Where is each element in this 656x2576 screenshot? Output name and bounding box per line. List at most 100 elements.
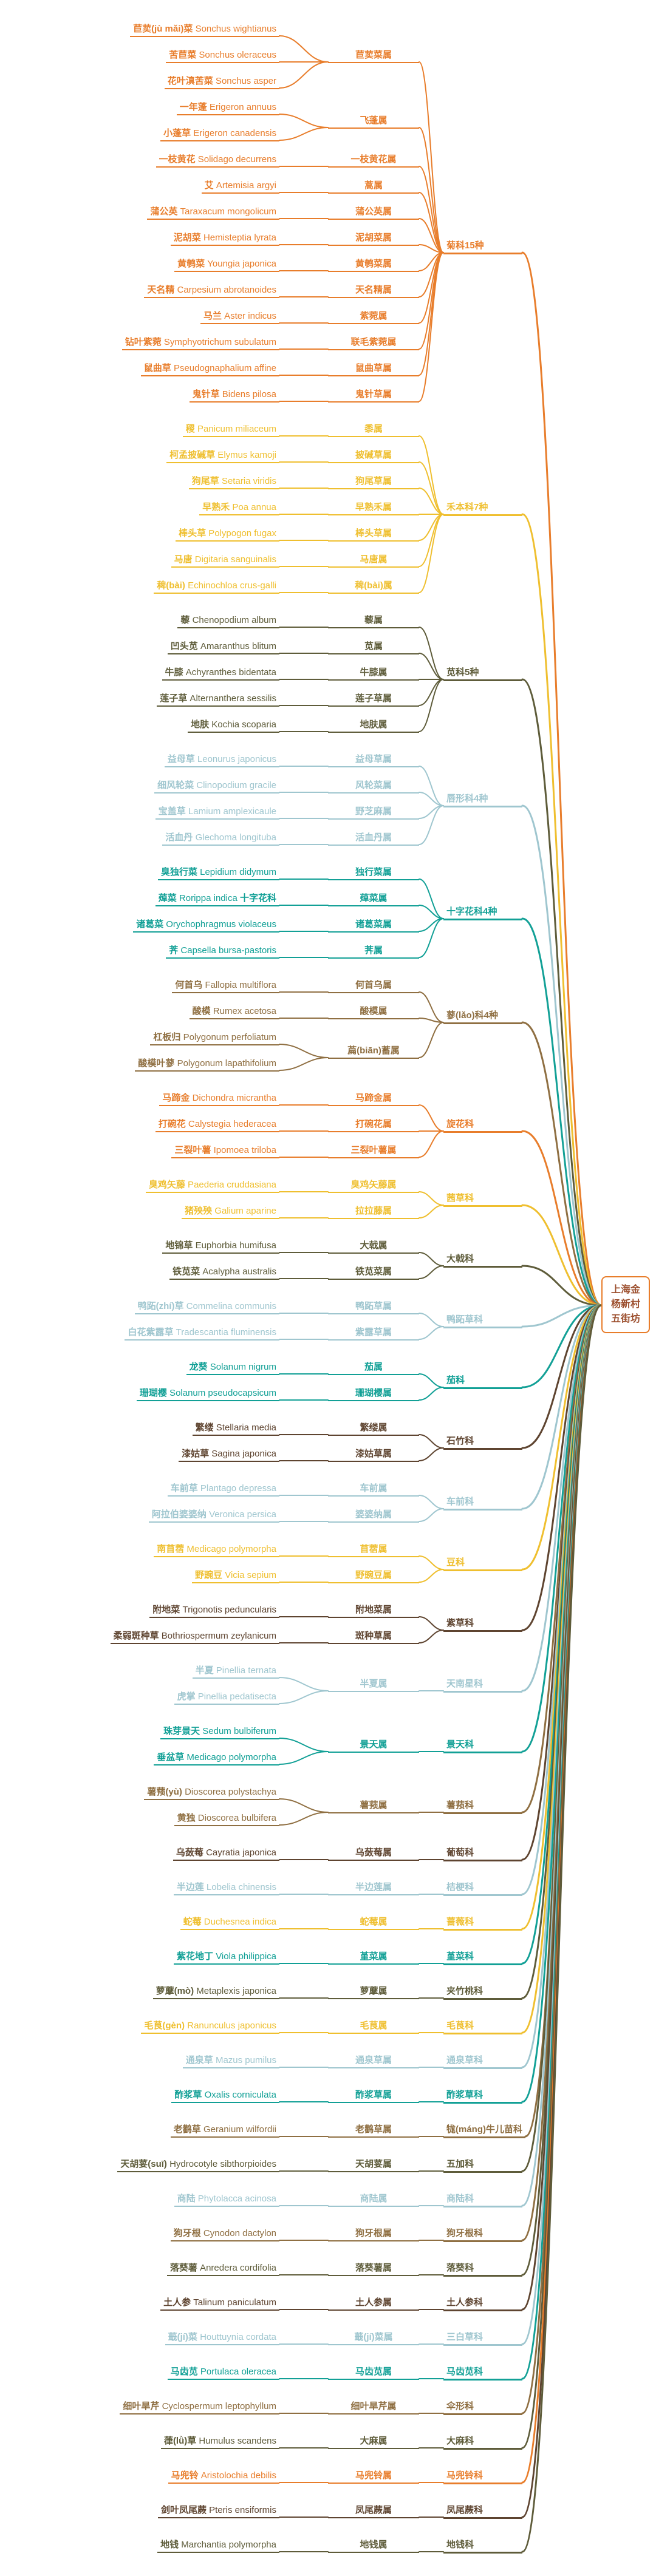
species-node[interactable]: 南苜蓿 Medicago polymorpha xyxy=(154,1543,279,1557)
species-node[interactable]: 莲子草 Alternanthera sessilis xyxy=(157,693,279,707)
species-node[interactable]: 打碗花 Calystegia hederacea xyxy=(155,1118,279,1132)
genus-node[interactable]: 半夏属 xyxy=(328,1678,419,1692)
species-node[interactable]: 凹头苋 Amaranthus blitum xyxy=(167,641,279,654)
species-node[interactable]: 荠 Capsella bursa-pastoris xyxy=(166,945,279,959)
genus-node[interactable]: 苣荬菜属 xyxy=(328,49,419,63)
genus-node[interactable]: 珊瑚樱属 xyxy=(328,1387,419,1401)
genus-node[interactable]: 臭鸡矢藤属 xyxy=(328,1179,419,1193)
genus-node[interactable]: 风轮菜属 xyxy=(328,780,419,794)
family-node[interactable]: 桔梗科 xyxy=(443,1881,522,1896)
family-node[interactable]: 毛茛科 xyxy=(443,2020,522,2034)
species-node[interactable]: 黄鹌菜 Youngia japonica xyxy=(174,258,279,272)
species-node[interactable]: 马兜铃 Aristolochia debilis xyxy=(168,2470,279,2484)
genus-node[interactable]: 地肤属 xyxy=(328,719,419,733)
species-node[interactable]: 一枝黄花 Solidago decurrens xyxy=(155,154,279,168)
genus-node[interactable]: 通泉草属 xyxy=(328,2054,419,2068)
family-node[interactable]: 豆科 xyxy=(443,1557,522,1571)
species-node[interactable]: 乌蔹莓 Cayratia japonica xyxy=(173,1847,279,1861)
genus-node[interactable]: 泥胡菜属 xyxy=(328,232,419,246)
species-node[interactable]: 苣荬(jù mǎi)菜 Sonchus wightianus xyxy=(130,23,279,37)
genus-node[interactable]: 紫菀属 xyxy=(328,310,419,324)
species-node[interactable]: 狗尾草 Setaria viridis xyxy=(188,475,279,489)
genus-node[interactable]: 野芝麻属 xyxy=(328,806,419,820)
genus-node[interactable]: 地钱属 xyxy=(328,2539,419,2553)
genus-node[interactable]: 蔊菜属 xyxy=(328,892,419,906)
species-node[interactable]: 白花紫露草 Tradescantia fluminensis xyxy=(125,1327,279,1341)
genus-node[interactable]: 萹(biān)蓄属 xyxy=(328,1045,419,1059)
species-node[interactable]: 鸭跖(zhí)草 Commelina communis xyxy=(134,1300,279,1314)
genus-node[interactable]: 景天属 xyxy=(328,1739,419,1753)
genus-node[interactable]: 苜蓿属 xyxy=(328,1543,419,1557)
species-node[interactable]: 狗牙根 Cynodon dactylon xyxy=(170,2228,279,2241)
family-node[interactable]: 唇形科4种 xyxy=(443,793,522,807)
species-node[interactable]: 诸葛菜 Orychophragmus violaceus xyxy=(133,919,279,933)
genus-node[interactable]: 酸模属 xyxy=(328,1005,419,1019)
species-node[interactable]: 蔊菜 Rorippa indica 十字花科 xyxy=(155,892,279,906)
genus-node[interactable]: 黍属 xyxy=(328,423,419,437)
family-node[interactable]: 大麻科 xyxy=(443,2435,522,2450)
species-node[interactable]: 葎(lǜ)草 Humulus scandens xyxy=(160,2435,279,2449)
genus-node[interactable]: 马齿苋属 xyxy=(328,2366,419,2380)
family-node[interactable]: 车前科 xyxy=(443,1496,522,1511)
genus-node[interactable]: 黄鹌菜属 xyxy=(328,258,419,272)
genus-node[interactable]: 早熟禾属 xyxy=(328,501,419,515)
family-node[interactable]: 落葵科 xyxy=(443,2262,522,2277)
family-node[interactable]: 牻(máng)牛儿苗科 xyxy=(443,2124,525,2138)
genus-node[interactable]: 毛茛属 xyxy=(328,2020,419,2034)
species-node[interactable]: 柯孟披碱草 Elymus kamoji xyxy=(166,449,279,463)
genus-node[interactable]: 莲子草属 xyxy=(328,693,419,707)
species-node[interactable]: 铁苋菜 Acalypha australis xyxy=(169,1266,279,1280)
family-node[interactable]: 茜草科 xyxy=(443,1192,522,1207)
genus-node[interactable]: 独行菜属 xyxy=(328,866,419,880)
species-node[interactable]: 剑叶凤尾蕨 Pteris ensiformis xyxy=(157,2504,279,2518)
genus-node[interactable]: 马蹄金属 xyxy=(328,1092,419,1106)
species-node[interactable]: 柔弱斑种草 Bothriospermum zeylanicum xyxy=(110,1630,279,1644)
family-node[interactable]: 马齿苋科 xyxy=(443,2366,522,2381)
species-node[interactable]: 鼠曲草 Pseudognaphalium affine xyxy=(140,362,279,376)
genus-node[interactable]: 野豌豆属 xyxy=(328,1569,419,1583)
family-node[interactable]: 通泉草科 xyxy=(443,2054,522,2069)
genus-node[interactable]: 鬼针草属 xyxy=(328,389,419,403)
genus-node[interactable]: 马唐属 xyxy=(328,554,419,568)
family-node[interactable]: 三白草科 xyxy=(443,2331,522,2346)
family-node[interactable]: 景天科 xyxy=(443,1739,522,1753)
species-node[interactable]: 艾 Artemisia argyi xyxy=(201,180,279,194)
genus-node[interactable]: 三裂叶薯属 xyxy=(328,1144,419,1158)
species-node[interactable]: 细风轮菜 Clinopodium gracile xyxy=(154,780,279,794)
genus-node[interactable]: 土人参属 xyxy=(328,2297,419,2311)
genus-node[interactable]: 一枝黄花属 xyxy=(328,154,419,168)
family-node[interactable]: 紫草科 xyxy=(443,1617,522,1632)
family-node[interactable]: 禾本科7种 xyxy=(443,501,522,516)
species-node[interactable]: 泥胡菜 Hemisteptia lyrata xyxy=(170,232,279,246)
genus-node[interactable]: 天名精属 xyxy=(328,284,419,298)
species-node[interactable]: 车前草 Plantago depressa xyxy=(167,1483,279,1497)
species-node[interactable]: 鬼针草 Bidens pilosa xyxy=(189,389,279,403)
family-node[interactable]: 蔷薇科 xyxy=(443,1916,522,1931)
family-node[interactable]: 地钱科 xyxy=(443,2539,522,2554)
genus-node[interactable]: 大戟属 xyxy=(328,1240,419,1254)
genus-node[interactable]: 诸葛菜属 xyxy=(328,919,419,933)
genus-node[interactable]: 紫露草属 xyxy=(328,1327,419,1341)
species-node[interactable]: 酢浆草 Oxalis corniculata xyxy=(171,2089,279,2103)
species-node[interactable]: 稷 Panicum miliaceum xyxy=(182,423,279,437)
species-node[interactable]: 天名精 Carpesium abrotanoides xyxy=(144,284,279,298)
genus-node[interactable]: 拉拉藤属 xyxy=(328,1205,419,1219)
genus-node[interactable]: 牛膝属 xyxy=(328,667,419,681)
family-node[interactable]: 凤尾蕨科 xyxy=(443,2504,522,2519)
genus-node[interactable]: 薯蓣属 xyxy=(328,1799,419,1813)
species-node[interactable]: 垂盆草 Medicago polymorpha xyxy=(154,1752,279,1765)
genus-node[interactable]: 益母草属 xyxy=(328,753,419,767)
genus-node[interactable]: 蒲公英属 xyxy=(328,206,419,220)
genus-node[interactable]: 苋属 xyxy=(328,641,419,654)
genus-node[interactable]: 婆婆纳属 xyxy=(328,1509,419,1523)
family-node[interactable]: 鸭跖草科 xyxy=(443,1314,522,1328)
species-node[interactable]: 马蹄金 Dichondra micrantha xyxy=(159,1092,279,1106)
species-node[interactable]: 土人参 Talinum paniculatum xyxy=(160,2297,279,2311)
genus-node[interactable]: 马兜铃属 xyxy=(328,2470,419,2484)
species-node[interactable]: 落葵薯 Anredera cordifolia xyxy=(166,2262,279,2276)
species-node[interactable]: 花叶滇苦菜 Sonchus asper xyxy=(164,75,279,89)
family-node[interactable]: 苋科5种 xyxy=(443,667,522,681)
genus-node[interactable]: 天胡荽属 xyxy=(328,2158,419,2172)
species-node[interactable]: 马兰 Aster indicus xyxy=(200,310,279,324)
species-node[interactable]: 钻叶紫菀 Symphyotrichum subulatum xyxy=(121,336,279,350)
